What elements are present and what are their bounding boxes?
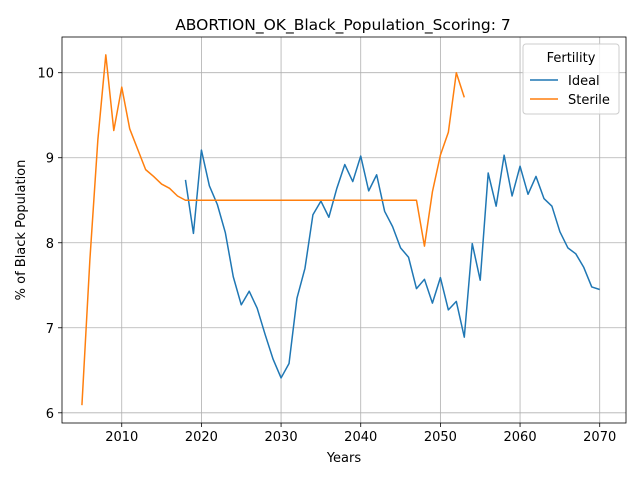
x-tick-label: 2050: [424, 430, 457, 445]
y-tick-label: 9: [46, 152, 54, 167]
y-axis-ticks: 6 7 8 9 10: [37, 67, 62, 422]
legend-label-ideal: Ideal: [568, 74, 600, 89]
x-tick-label: 2070: [583, 430, 616, 445]
y-tick-label: 8: [46, 237, 54, 252]
x-axis-label: Years: [326, 451, 362, 466]
chart-title: ABORTION_OK_Black_Population_Scoring: 7: [175, 16, 511, 35]
legend-label-sterile: Sterile: [568, 93, 610, 108]
x-tick-label: 2040: [344, 430, 377, 445]
grid-lines: [62, 37, 626, 423]
legend: Fertility Ideal Sterile: [522, 43, 620, 115]
series-line-sterile: [81, 54, 466, 406]
legend-title: Fertility: [547, 51, 596, 66]
y-tick-label: 10: [37, 67, 54, 82]
x-axis-ticks: 2010 2020 2030 2040 2050 2060 2070: [105, 423, 616, 445]
x-tick-label: 2060: [504, 430, 537, 445]
x-tick-label: 2030: [265, 430, 298, 445]
plot-frame: [61, 36, 627, 424]
y-tick-label: 7: [46, 322, 54, 337]
y-tick-label: 6: [46, 407, 54, 422]
legend-box: [522, 43, 620, 115]
x-tick-label: 2020: [185, 430, 218, 445]
series-lines: [81, 54, 600, 406]
x-tick-label: 2010: [105, 430, 138, 445]
series-line-ideal: [184, 149, 600, 379]
y-axis-label: % of Black Population: [14, 160, 29, 301]
